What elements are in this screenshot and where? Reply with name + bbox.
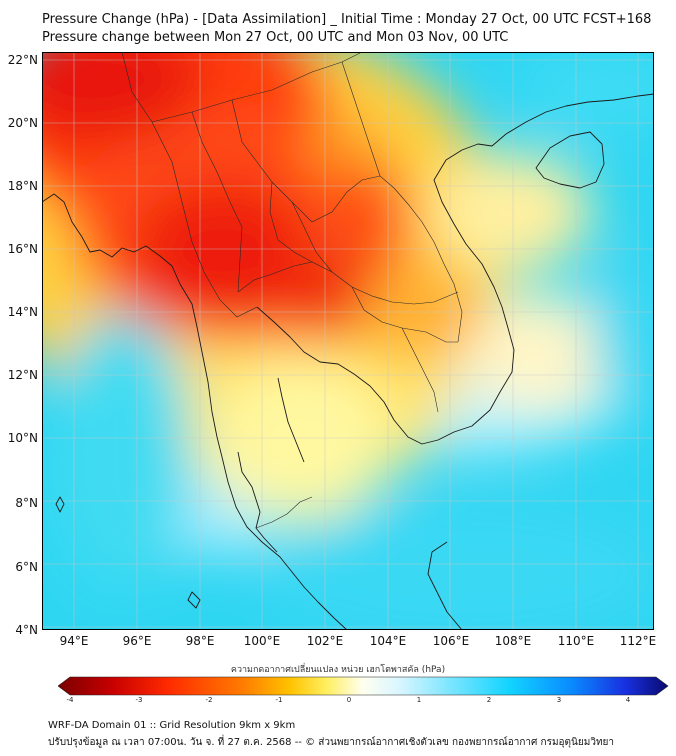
borders bbox=[121, 52, 463, 529]
lat-tick-label: 14°N bbox=[7, 305, 38, 319]
lon-tick-label: 100°E bbox=[243, 634, 281, 648]
chart-title: Pressure Change (hPa) - [Data Assimilati… bbox=[42, 12, 652, 27]
lon-tick-label: 104°E bbox=[369, 634, 407, 648]
colorbar-tick: -4 bbox=[66, 696, 74, 704]
colorbar-gradient bbox=[58, 676, 669, 696]
lat-tick-label: 6°N bbox=[15, 560, 38, 574]
colorbar-tick: 2 bbox=[486, 696, 492, 704]
colorbar-tick: 1 bbox=[416, 696, 422, 704]
colorbar-tick: -2 bbox=[205, 696, 213, 704]
lat-tick-label: 20°N bbox=[7, 116, 38, 130]
lon-tick-label: 108°E bbox=[494, 634, 532, 648]
chart-subtitle: Pressure change between Mon 27 Oct, 00 U… bbox=[42, 30, 509, 45]
lon-tick-label: 98°E bbox=[185, 634, 215, 648]
lon-tick-label: 94°E bbox=[59, 634, 89, 648]
lon-tick-label: 102°E bbox=[306, 634, 344, 648]
lat-tick-label: 16°N bbox=[7, 242, 38, 256]
map-border bbox=[42, 52, 654, 630]
lon-tick-label: 112°E bbox=[619, 634, 657, 648]
lon-tick-label: 96°E bbox=[122, 634, 152, 648]
lat-tick-label: 12°N bbox=[7, 368, 38, 382]
lat-tick-label: 8°N bbox=[15, 496, 38, 510]
grid-lines bbox=[42, 52, 654, 630]
colorbar-tick: -3 bbox=[135, 696, 143, 704]
colorbar-tick: -1 bbox=[275, 696, 283, 704]
lat-tick-label: 10°N bbox=[7, 431, 38, 445]
colorbar-tick: 4 bbox=[625, 696, 631, 704]
colorbar bbox=[58, 676, 669, 696]
footer-update-info: ปรับปรุงข้อมูล ณ เวลา 07:00น. วัน จ. ที่… bbox=[48, 737, 615, 748]
lat-tick-label: 18°N bbox=[7, 179, 38, 193]
colorbar-tick: 0 bbox=[346, 696, 352, 704]
coastlines bbox=[42, 93, 654, 630]
pressure-change-map bbox=[42, 52, 654, 630]
lon-tick-label: 110°E bbox=[557, 634, 595, 648]
footer-domain-info: WRF-DA Domain 01 :: Grid Resolution 9km … bbox=[48, 720, 296, 731]
pressure-field bbox=[42, 52, 654, 630]
lat-tick-label: 4°N bbox=[15, 623, 38, 637]
colorbar-label: ความกดอากาศเปลี่ยนแปลง หน่วย เฮกโตพาสคัล… bbox=[230, 665, 446, 675]
lon-tick-label: 106°E bbox=[432, 634, 470, 648]
colorbar-tick: 3 bbox=[556, 696, 562, 704]
lat-tick-label: 22°N bbox=[7, 53, 38, 67]
